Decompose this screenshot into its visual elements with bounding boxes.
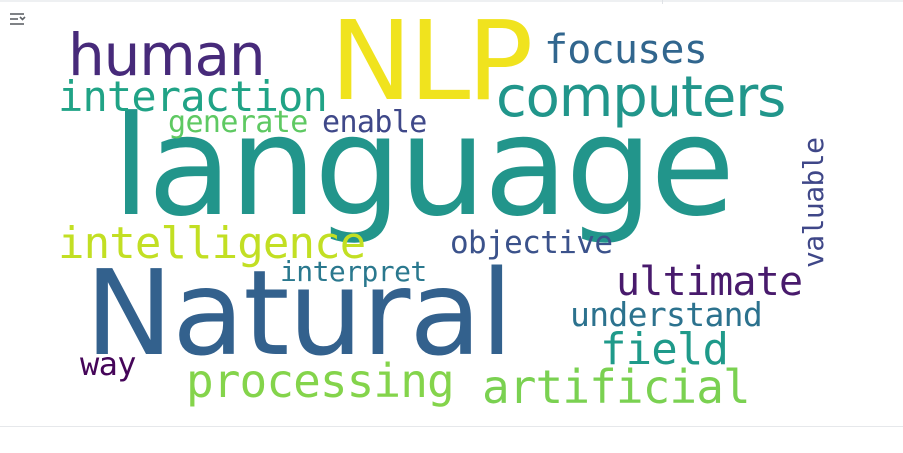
- word-way: way: [80, 345, 137, 383]
- word-interpret: interpret: [280, 255, 427, 288]
- word-field: field: [600, 324, 729, 375]
- word-generate: generate: [168, 105, 308, 140]
- word-intelligence: intelligence: [58, 218, 366, 269]
- word-ultimate: ultimate: [616, 259, 803, 305]
- word-processing: processing: [186, 354, 455, 408]
- word-understand: understand: [570, 295, 763, 334]
- word-artificial: artificial: [482, 360, 751, 414]
- word-nlp: NLP: [330, 0, 533, 125]
- word-interaction: interaction: [58, 72, 328, 121]
- word-focuses: focuses: [544, 27, 708, 73]
- bottom-divider: [0, 426, 903, 427]
- word-valuable: valuable: [797, 137, 830, 268]
- word-language: language: [112, 86, 735, 247]
- word-natural: Natural: [85, 244, 513, 382]
- top-divider: [0, 0, 903, 2]
- word-objective: objective: [450, 225, 613, 261]
- top-divider-tick: [662, 0, 663, 4]
- word-computers: computers: [496, 65, 786, 130]
- word-human: human: [68, 21, 266, 89]
- word-enable: enable: [322, 105, 427, 140]
- word-cloud-image: NLP language Natural human focuses compu…: [58, 0, 830, 414]
- output-collapse-icon[interactable]: [8, 10, 30, 30]
